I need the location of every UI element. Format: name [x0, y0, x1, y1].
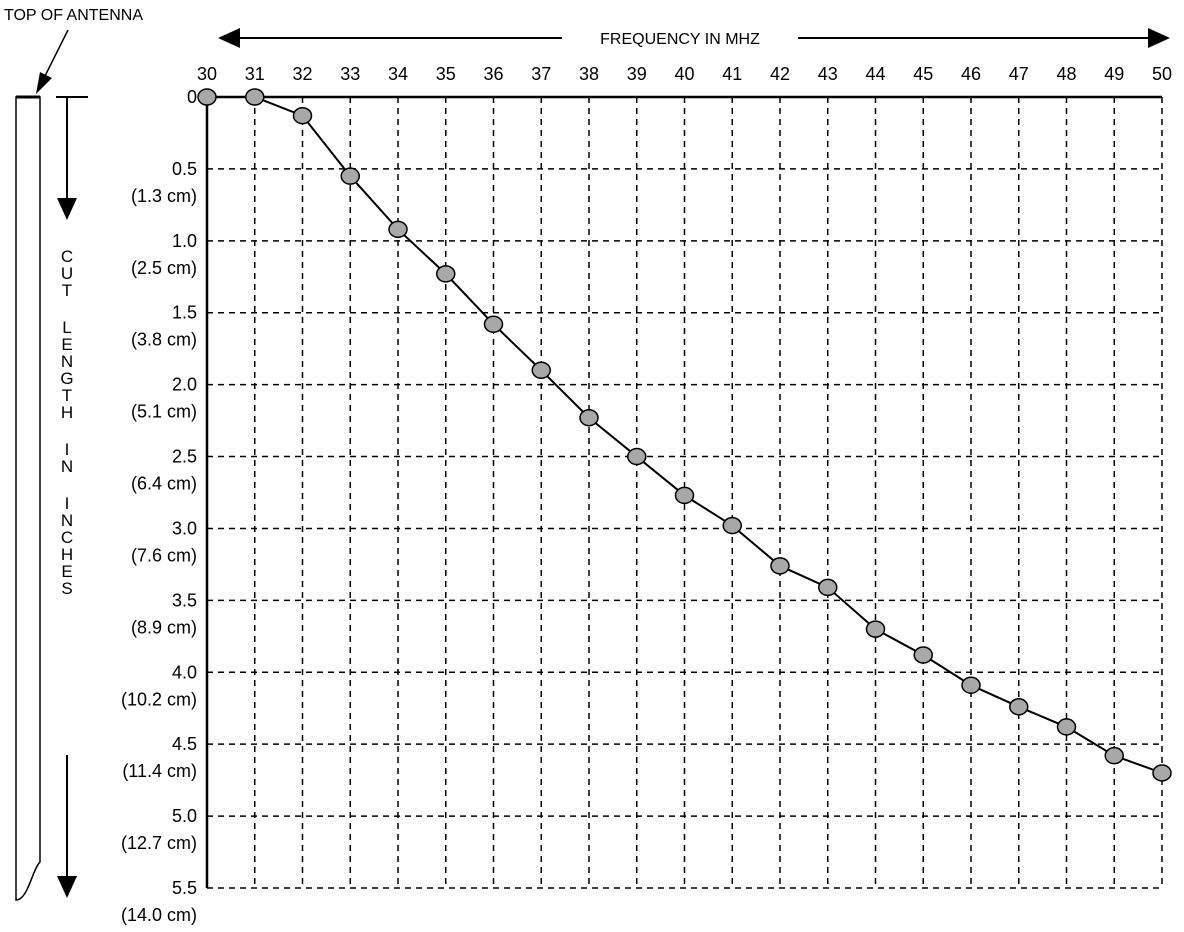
y-axis-title-char: T	[62, 386, 72, 405]
antenna-pointer-arrowhead	[36, 72, 52, 94]
x-tick-label: 43	[818, 64, 838, 84]
y-tick-metric-label: (1.3 cm)	[131, 186, 197, 206]
x-tick-label: 44	[865, 64, 885, 84]
plot-frame	[205, 95, 1163, 888]
x-tick-label: 33	[340, 64, 360, 84]
y-axis-title-char: H	[61, 403, 73, 422]
y-tick-label: 4.5	[172, 734, 197, 754]
y-tick-label: 1.0	[172, 231, 197, 251]
x-tick-label: 46	[961, 64, 981, 84]
y-axis-title-char: N	[61, 511, 73, 530]
data-point	[531, 361, 551, 380]
y-tick-metric-label: (10.2 cm)	[121, 689, 197, 709]
y-axis-title-char: U	[61, 264, 73, 283]
y-tick-metric-label: (5.1 cm)	[131, 402, 197, 422]
y-tick-metric-label: (6.4 cm)	[131, 474, 197, 494]
y-tick-labels: 0 0.5 (1.3 cm) 1.0 (2.5 cm) 1.5 (3.8 cm) 2.0 (5.…	[121, 87, 197, 925]
y-tick-metric-label: (11.4 cm)	[122, 761, 197, 781]
data-point	[1009, 698, 1029, 716]
data-points	[197, 88, 1172, 782]
y-axis-title-char: E	[61, 335, 72, 354]
data-point	[292, 106, 313, 125]
x-tick-label: 35	[436, 64, 456, 84]
x-tick-label: 40	[674, 64, 694, 84]
y-axis-title-char: N	[61, 352, 73, 371]
x-tick-label: 47	[1009, 64, 1029, 84]
data-point	[1056, 718, 1077, 736]
x-tick-label: 37	[531, 64, 551, 84]
x-tick-labels: 30 31 32 33 34 35 36 37 38 39 40 41 42 43 44 45 46 47 48 49…	[197, 64, 1172, 84]
data-point	[1152, 764, 1172, 782]
data-point	[197, 88, 217, 106]
y-tick-label: 3.5	[172, 590, 197, 610]
y-tick-label: 0.5	[172, 159, 197, 179]
data-point	[770, 557, 790, 575]
data-point	[436, 265, 456, 283]
chart-grid	[207, 97, 1162, 889]
y-axis-title-char: G	[60, 369, 73, 388]
y-axis-title-char: T	[62, 281, 72, 300]
y-tick-metric-label: (7.6 cm)	[131, 545, 197, 565]
antenna-body	[15, 96, 41, 901]
y-tick-metric-label: (3.8 cm)	[131, 330, 197, 350]
y-tick-metric-label: (8.9 cm)	[131, 617, 197, 637]
y-tick-label: 5.5	[172, 878, 197, 898]
y-axis-title-char: N	[61, 457, 73, 476]
y-tick-metric-label: (12.7 cm)	[121, 833, 197, 853]
x-tick-label: 32	[292, 64, 312, 84]
data-point	[865, 620, 886, 638]
data-point	[245, 88, 265, 106]
y-axis-arrow	[56, 96, 88, 898]
x-tick-label: 34	[388, 64, 408, 84]
x-tick-label: 50	[1152, 64, 1172, 84]
y-tick-label: 3.0	[172, 518, 197, 538]
data-point	[913, 646, 933, 664]
data-point	[961, 676, 981, 694]
y-tick-metric-label: (2.5 cm)	[131, 258, 197, 278]
y-tick-metric-label: (14.0 cm)	[121, 905, 197, 925]
data-point	[722, 516, 742, 535]
data-point	[579, 408, 599, 427]
top-of-antenna-label: TOP OF ANTENNA	[4, 7, 143, 24]
antenna-pointer-line	[43, 29, 69, 79]
y-tick-label: 1.5	[172, 303, 197, 323]
x-tick-label: 41	[722, 64, 742, 84]
y-axis-title-char: I	[65, 440, 70, 459]
y-tick-label: 2.0	[172, 375, 197, 395]
y-axis-title-char: E	[61, 562, 72, 581]
y-axis-title-char: L	[62, 318, 71, 337]
x-tick-label: 42	[770, 64, 790, 84]
x-tick-label: 36	[483, 64, 503, 84]
data-point	[627, 447, 647, 466]
data-point	[674, 486, 695, 505]
data-point	[340, 167, 360, 185]
y-axis-title-char: I	[65, 494, 70, 513]
x-axis-title: FREQUENCY IN MHZ	[600, 31, 760, 48]
data-point	[1104, 746, 1124, 765]
x-tick-label: 45	[913, 64, 933, 84]
data-point	[388, 220, 408, 239]
x-tick-label: 38	[579, 64, 599, 84]
y-tick-label: 4.0	[172, 662, 197, 682]
x-tick-label: 31	[245, 64, 265, 84]
x-tick-label: 49	[1104, 64, 1124, 84]
y-tick-label: 2.5	[172, 447, 197, 467]
y-axis-title-char: S	[61, 579, 72, 598]
frequency-axis-arrow	[218, 28, 1170, 48]
data-point	[818, 578, 838, 597]
y-tick-label: 5.0	[172, 806, 197, 826]
y-axis-title-char: C	[61, 528, 73, 547]
y-axis-title-char: H	[61, 545, 73, 564]
x-tick-label: 30	[197, 64, 217, 84]
x-tick-label: 48	[1056, 64, 1076, 84]
y-axis-title-char: C	[61, 247, 73, 266]
y-tick-label: 0	[187, 87, 197, 107]
data-point	[483, 315, 504, 333]
x-tick-label: 39	[627, 64, 647, 84]
